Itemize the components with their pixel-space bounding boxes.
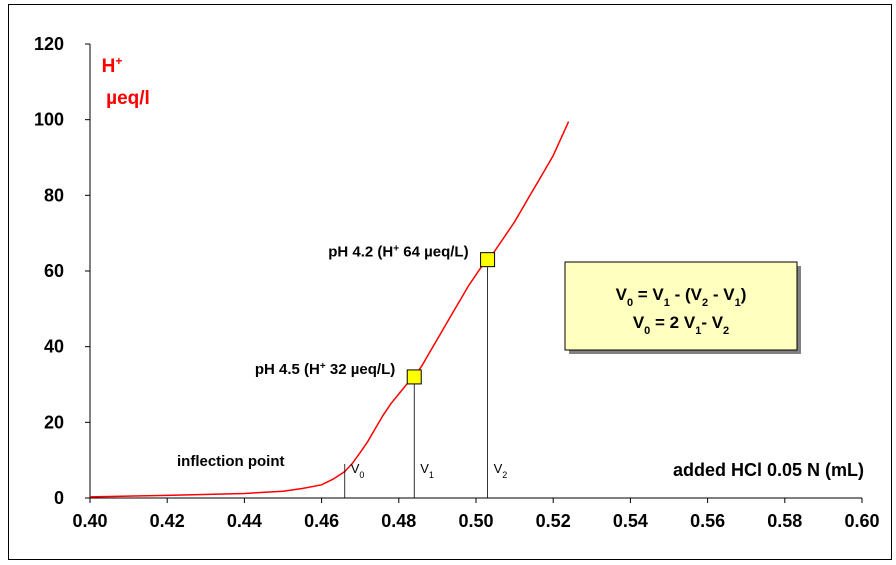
y-tick-label: 20 [44,412,64,432]
y-tick-label: 80 [44,185,64,205]
labels-layer: H+ µeq/l added HCl 0.05 N (mL) inflectio… [102,54,864,480]
inflection-label: inflection point [177,453,284,470]
x-tick-label: 0.58 [767,511,802,531]
x-tick-label: 0.60 [844,511,879,531]
v-label-0: V0 [351,461,365,480]
y-tick-label: 60 [44,261,64,281]
x-tick-label: 0.44 [227,511,262,531]
x-tick-label: 0.52 [536,511,571,531]
series-layer [89,121,570,498]
x-tick-label: 0.48 [381,511,416,531]
markers-layer: V0 V1 V2 pH 4.5 (H+ 32 µeq/L) pH 4.2 (H+ 64 … [255,243,507,498]
x-tick-label: 0.56 [690,511,725,531]
y-tick-label: 0 [54,488,64,508]
tick-labels: 0.40 0.42 0.44 0.46 0.48 0.50 0.52 0.54 0.56 0.58… [34,34,880,531]
y-axis-label-line1: H+ [102,54,123,77]
x-tick-label: 0.42 [150,511,185,531]
x-tick-label: 0.54 [613,511,648,531]
axes [85,43,863,503]
equation-line-1: V0 = V1 - (V2 - V1) [616,285,747,309]
x-tick-label: 0.46 [304,511,339,531]
marker-square [406,369,422,385]
equation-box: V0 = V1 - (V2 - V1) V0 = 2 V1- V2 [564,261,801,354]
titration-curve [89,121,570,498]
v-label-2: V2 [494,461,508,480]
y-tick-label: 120 [34,34,64,54]
y-tick-label: 100 [34,110,64,130]
x-tick-label: 0.50 [458,511,493,531]
x-tick-label: 0.40 [72,511,107,531]
equation-line-2: V0 = 2 V1- V2 [633,313,729,337]
chart-frame [8,4,892,560]
y-axis-label-line2: µeq/l [106,88,150,109]
marker-label: pH 4.5 (H+ 32 µeq/L) [255,360,395,378]
marker-label: pH 4.2 (H+ 64 µeq/L) [328,243,468,261]
marker-square [480,252,496,268]
y-tick-label: 40 [44,337,64,357]
x-axis-label: added HCl 0.05 N (mL) [673,460,864,480]
equation-box-bg [564,261,798,351]
v-label-1: V1 [420,461,434,480]
